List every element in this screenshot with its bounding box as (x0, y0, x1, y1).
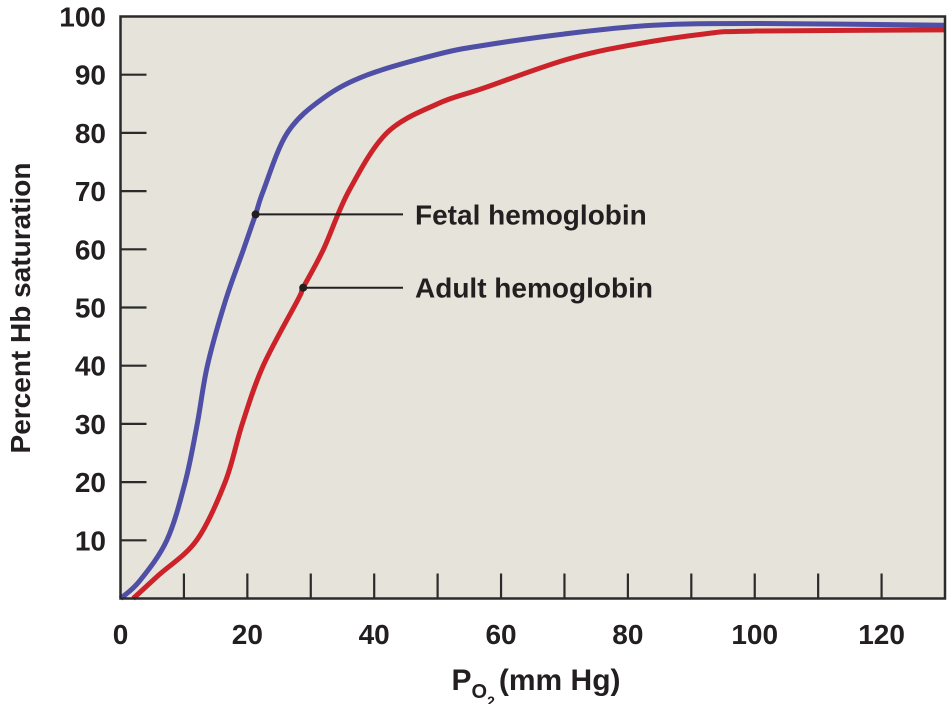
y-tick-label: 50 (75, 293, 106, 324)
annotation-dot (251, 210, 260, 219)
annotation-dot (299, 283, 308, 292)
x-axis-label-sub: O (472, 681, 488, 703)
y-tick-label: 80 (75, 118, 106, 149)
x-axis-label: PO2 (mm Hg) (451, 664, 620, 704)
fetal-hemoglobin-curve (118, 20, 946, 601)
annotation-label: Fetal hemoglobin (415, 199, 647, 230)
x-axis-ticks: 0 20 40 60 80 100 120 (113, 573, 905, 650)
y-tick-label: 20 (75, 467, 106, 498)
y-axis-label: Percent Hb saturation (5, 163, 36, 454)
x-tick-label: 0 (113, 619, 129, 650)
annotation-label: Adult hemoglobin (415, 273, 653, 304)
x-axis-label-main: P (451, 664, 471, 697)
annotations: Fetal hemoglobin Adult hemoglobin (251, 199, 653, 304)
y-tick-label: 30 (75, 409, 106, 440)
x-tick-label: 80 (612, 619, 643, 650)
x-tick-label: 20 (232, 619, 263, 650)
y-tick-label: 10 (75, 525, 106, 556)
x-tick-label: 60 (485, 619, 516, 650)
y-tick-label: 60 (75, 234, 106, 265)
x-tick-label: 120 (858, 619, 905, 650)
x-tick-label: 40 (359, 619, 390, 650)
y-axis-ticks: 10 20 30 40 50 60 70 80 90 100 (59, 2, 147, 556)
plot-area (120, 16, 945, 599)
x-tick-label: 100 (731, 619, 778, 650)
curves (118, 20, 946, 601)
y-tick-label: 90 (75, 60, 106, 91)
y-tick-label: 100 (59, 2, 106, 33)
y-tick-label: 40 (75, 351, 106, 382)
adult-hemoglobin-curve (131, 27, 946, 601)
y-tick-label: 70 (75, 176, 106, 207)
x-axis-label-subsub: 2 (487, 693, 495, 704)
x-axis-label-unit: (mm Hg) (499, 664, 621, 697)
